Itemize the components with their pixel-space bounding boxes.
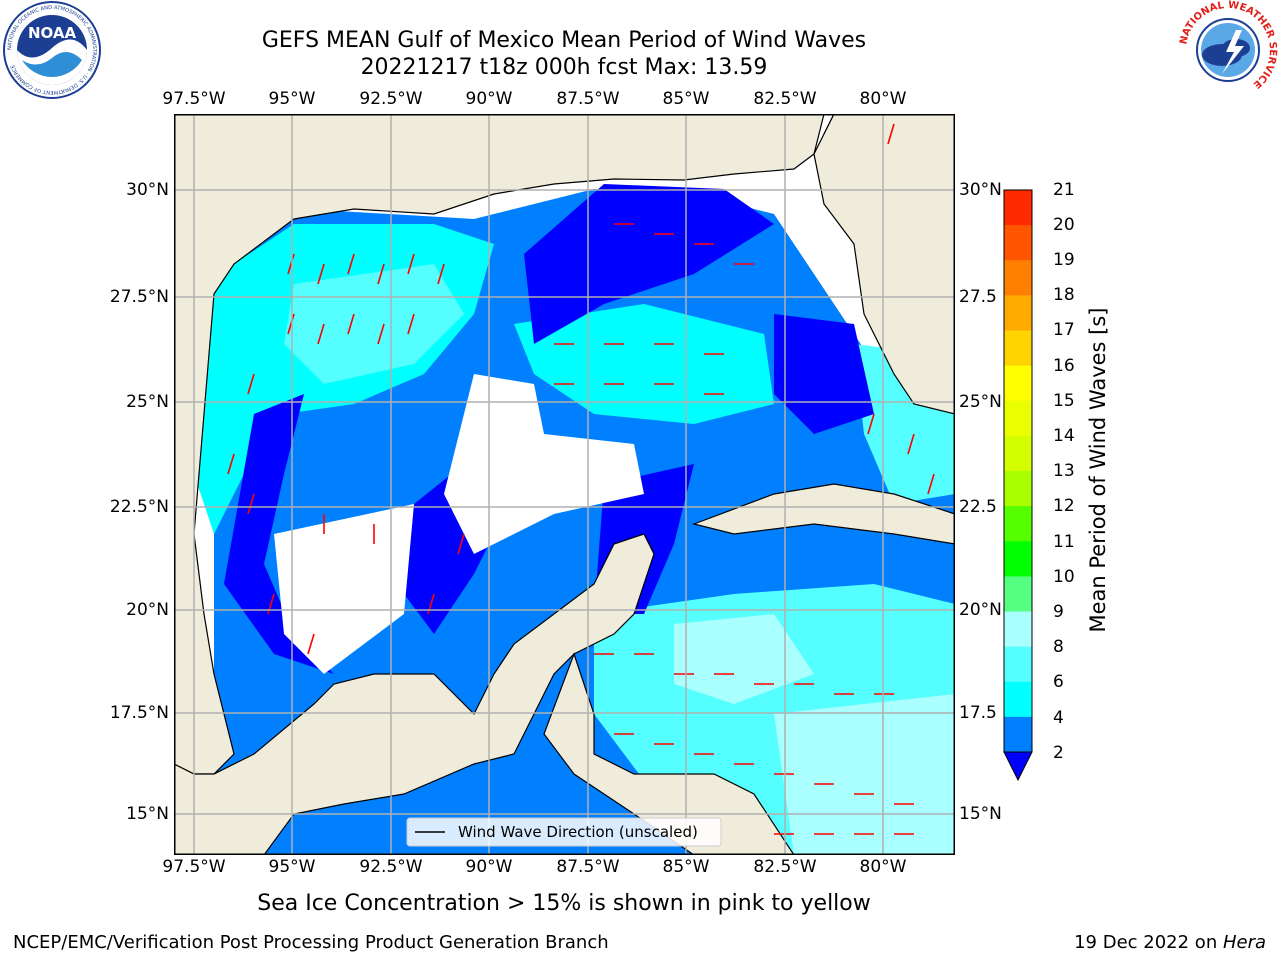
lat-tick-right: 17.5 xyxy=(959,703,997,723)
colorbar-band xyxy=(1004,295,1032,331)
chart-title: GEFS MEAN Gulf of Mexico Mean Period of … xyxy=(261,28,867,53)
colorbar-band xyxy=(1004,576,1032,612)
colorbar-label: 19 xyxy=(1053,250,1075,270)
colorbar-band xyxy=(1004,611,1032,648)
colorbar-title: Mean Period of Wind Waves [s] xyxy=(1086,307,1110,633)
colorbar-label: 8 xyxy=(1053,637,1064,657)
footer-date-text: 19 Dec 2022 on xyxy=(1074,932,1223,953)
nws-logo: NATIONAL WEATHER SERVICE xyxy=(1178,0,1278,100)
sea-ice-note: Sea Ice Concentration > 15% is shown in … xyxy=(257,891,871,916)
colorbar-label: 6 xyxy=(1053,672,1064,692)
lon-tick-bottom: 85°W xyxy=(662,857,710,877)
gulf-map: Wind Wave Direction (unscaled) xyxy=(174,114,955,855)
colorbar-band xyxy=(1004,716,1032,753)
colorbar-bands xyxy=(1004,190,1032,753)
colorbar-band xyxy=(1004,190,1032,226)
colorbar-label: 17 xyxy=(1053,320,1075,340)
lon-tick-bottom: 92.5°W xyxy=(359,857,423,877)
colorbar-label: 13 xyxy=(1053,461,1075,481)
gridlines xyxy=(174,114,955,855)
lon-tick-top: 92.5°W xyxy=(359,89,423,109)
lon-tick-top: 87.5°W xyxy=(556,89,620,109)
lon-tick-bottom: 95°W xyxy=(268,857,316,877)
map-frame xyxy=(174,114,955,855)
chart-subtitle: 20221217 t18z 000h fcst Max: 13.59 xyxy=(360,55,768,80)
wind-wave-arrows xyxy=(227,123,935,835)
lon-tick-bottom: 90°W xyxy=(465,857,513,877)
lat-tick-left: 22.5°N xyxy=(109,497,169,517)
lon-tick-bottom: 82.5°W xyxy=(753,857,817,877)
noaa-logo: NOAA NATIONAL OCEANIC AND ATMOSPHERIC AD… xyxy=(2,0,102,100)
colorbar-label: 18 xyxy=(1053,285,1075,305)
lat-tick-left: 27.5°N xyxy=(109,287,169,307)
colorbar-band xyxy=(1004,646,1032,683)
colorbar-extend-arrow xyxy=(1003,751,1033,782)
lat-tick-left: 30°N xyxy=(126,180,169,200)
map-legend: Wind Wave Direction (unscaled) xyxy=(406,817,722,847)
lon-tick-top: 97.5°W xyxy=(162,89,226,109)
lon-tick-top: 80°W xyxy=(859,89,907,109)
colorbar-label: 10 xyxy=(1053,567,1075,587)
colorbar-band xyxy=(1004,506,1032,542)
colorbar-label: 21 xyxy=(1053,180,1075,200)
lat-tick-left: 17.5°N xyxy=(109,703,169,723)
colorbar-label: 2 xyxy=(1053,743,1064,763)
lon-tick-top: 82.5°W xyxy=(753,89,817,109)
footer-date: 19 Dec 2022 on Hera xyxy=(1074,932,1266,953)
lon-tick-top: 95°W xyxy=(268,89,316,109)
colorbar-band xyxy=(1004,330,1032,367)
colorbar-band xyxy=(1004,225,1032,261)
lat-tick-left: 20°N xyxy=(126,600,169,620)
footer-credit: NCEP/EMC/Verification Post Processing Pr… xyxy=(13,932,609,953)
legend-label: Wind Wave Direction (unscaled) xyxy=(458,823,698,841)
lon-tick-bottom: 87.5°W xyxy=(556,857,620,877)
lat-tick-right: 30°N xyxy=(959,180,1002,200)
land xyxy=(174,114,955,855)
colorbar-band xyxy=(1004,260,1032,296)
lon-tick-top: 90°W xyxy=(465,89,513,109)
lon-tick-bottom: 80°W xyxy=(859,857,907,877)
colorbar-label: 15 xyxy=(1053,391,1075,411)
colorbar-band xyxy=(1004,541,1032,577)
lat-tick-right: 15°N xyxy=(959,804,1002,824)
colorbar-label: 16 xyxy=(1053,356,1075,376)
footer-host: Hera xyxy=(1222,932,1266,953)
colorbar-label: 20 xyxy=(1053,215,1075,235)
lat-tick-left: 15°N xyxy=(126,804,169,824)
colorbar xyxy=(1003,189,1033,782)
colorbar-band xyxy=(1004,400,1032,437)
colorbar-label: 4 xyxy=(1053,708,1064,728)
noaa-logo-text: NOAA xyxy=(28,24,77,42)
lat-tick-right: 20°N xyxy=(959,600,1002,620)
lat-tick-right: 25°N xyxy=(959,392,1002,412)
colorbar-label: 14 xyxy=(1053,426,1075,446)
lat-tick-left: 25°N xyxy=(126,392,169,412)
lon-tick-top: 85°W xyxy=(662,89,710,109)
colorbar-band xyxy=(1004,681,1032,718)
colorbar-label: 12 xyxy=(1053,496,1075,516)
lat-tick-right: 27.5 xyxy=(959,287,997,307)
colorbar-band xyxy=(1004,435,1032,472)
colorbar-band xyxy=(1004,471,1032,507)
colorbar-band xyxy=(1004,365,1032,402)
lat-tick-right: 22.5 xyxy=(959,497,997,517)
colorbar-label: 9 xyxy=(1053,602,1064,622)
lon-tick-bottom: 97.5°W xyxy=(162,857,226,877)
colorbar-label: 11 xyxy=(1053,532,1075,552)
